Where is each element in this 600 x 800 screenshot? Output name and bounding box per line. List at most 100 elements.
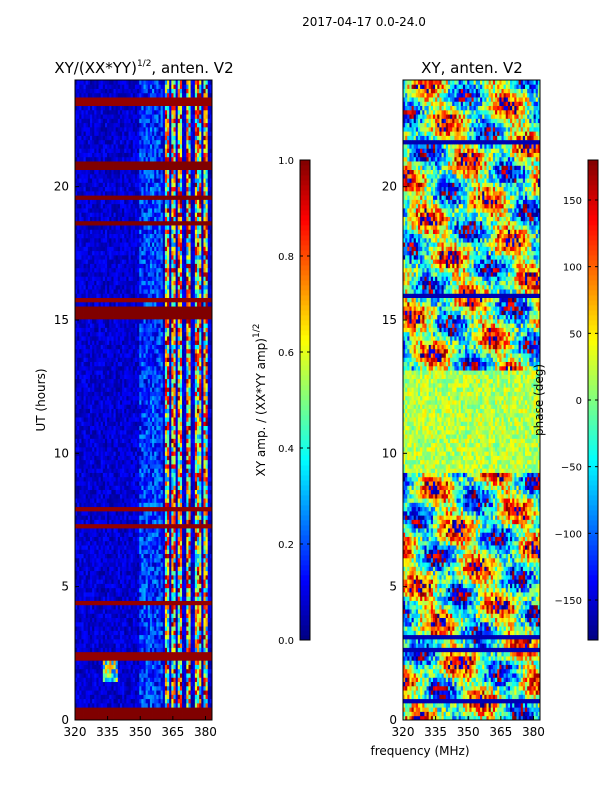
heatmap-cell [141,609,144,614]
heatmap-cell [149,707,153,712]
heatmap-cell [130,579,134,584]
heatmap-cell [109,651,112,657]
heatmap-cell [98,660,102,665]
heatmap-cell [107,587,110,593]
heatmap-cell [102,626,106,631]
heatmap-cell [139,587,142,593]
heatmap-cell [137,634,140,640]
heatmap-cell [190,656,194,661]
heatmap-cell [139,702,142,708]
heatmap-cell [137,592,140,597]
heatmap-cell [149,600,153,606]
heatmap-cell [201,673,204,678]
heatmap-cell [77,613,80,618]
heatmap-cell [145,660,149,665]
heatmap-cell [177,621,181,627]
heatmap-cell [194,621,198,627]
heatmap-cell [152,673,155,678]
heatmap-cell [117,604,121,610]
heatmap-cell [134,707,138,712]
heatmap-cell [126,617,129,623]
heatmap-cell [145,690,149,695]
heatmap-cell [184,587,187,593]
heatmap-cell [175,609,179,614]
heatmap-cell [81,583,84,589]
heatmap-cell [199,668,202,674]
heatmap-cell [122,673,125,678]
heatmap-cell [175,685,179,691]
heatmap-cell [119,587,123,593]
heatmap-cell [207,664,211,670]
heatmap-cell [158,681,162,687]
heatmap-cell [173,617,177,623]
heatmap-cell [192,609,196,614]
heatmap-cell [177,592,181,597]
heatmap-cell [182,613,185,618]
heatmap-cell [186,587,189,593]
heatmap-cell [111,643,114,648]
heatmap-cell [92,634,95,640]
heatmap-cell [175,626,179,631]
heatmap-cell [115,694,119,700]
heatmap-cell [192,711,196,717]
heatmap-cell [186,643,189,648]
heatmap-cell [207,613,211,618]
heatmap-cell [162,656,166,661]
heatmap-cell [203,690,206,695]
heatmap-cell [139,638,142,644]
heatmap-cell [149,613,153,618]
heatmap-cell [141,656,144,661]
heatmap-cell [149,694,153,700]
heatmap-cell [79,694,82,700]
heatmap-cell [85,690,89,695]
heatmap-cell [104,579,108,584]
heatmap-cell [184,596,187,601]
heatmap-cell [173,626,177,631]
heatmap-cell [182,617,185,623]
heatmap-cell [117,651,121,657]
heatmap-cell [89,600,93,606]
heatmap-cell [177,664,181,670]
heatmap-cell [83,651,87,657]
heatmap-cell [143,587,147,593]
heatmap-cell [154,643,157,648]
heatmap-cell [98,596,102,601]
heatmap-cell [149,596,153,601]
heatmap-cell [162,621,166,627]
heatmap-cell [192,626,196,631]
heatmap-cell [100,634,104,640]
heatmap-cell [83,626,87,631]
heatmap-cell [128,702,132,708]
heatmap-cell [188,617,191,623]
heatmap-cell [115,647,119,653]
heatmap-cell [160,617,164,623]
heatmap-cell [77,651,80,657]
heatmap-cell [87,694,91,700]
heatmap-cell [109,638,112,644]
heatmap-cell [194,647,198,653]
heatmap-cell [77,592,80,597]
heatmap-cell [117,690,121,695]
heatmap-cell [175,668,179,674]
heatmap-cell [147,626,151,631]
heatmap-cell [128,604,132,610]
heatmap-cell [194,651,198,657]
heatmap-cell [188,583,191,589]
heatmap-cell [162,668,166,674]
heatmap-cell [154,579,157,584]
heatmap-cell [81,626,84,631]
heatmap-cell [92,681,95,687]
heatmap-cell [124,656,127,661]
heatmap-cell [197,656,200,661]
heatmap-cell [160,698,164,704]
heatmap-cell [94,596,97,601]
heatmap-cell [152,587,155,593]
heatmap-cell [197,707,200,712]
heatmap-cell [199,638,202,644]
heatmap-cell [134,715,138,721]
heatmap-cell [96,660,99,665]
heatmap-cell [154,647,157,653]
heatmap-cell [145,707,149,712]
heatmap-cell [143,711,147,717]
heatmap-cell [203,668,206,674]
